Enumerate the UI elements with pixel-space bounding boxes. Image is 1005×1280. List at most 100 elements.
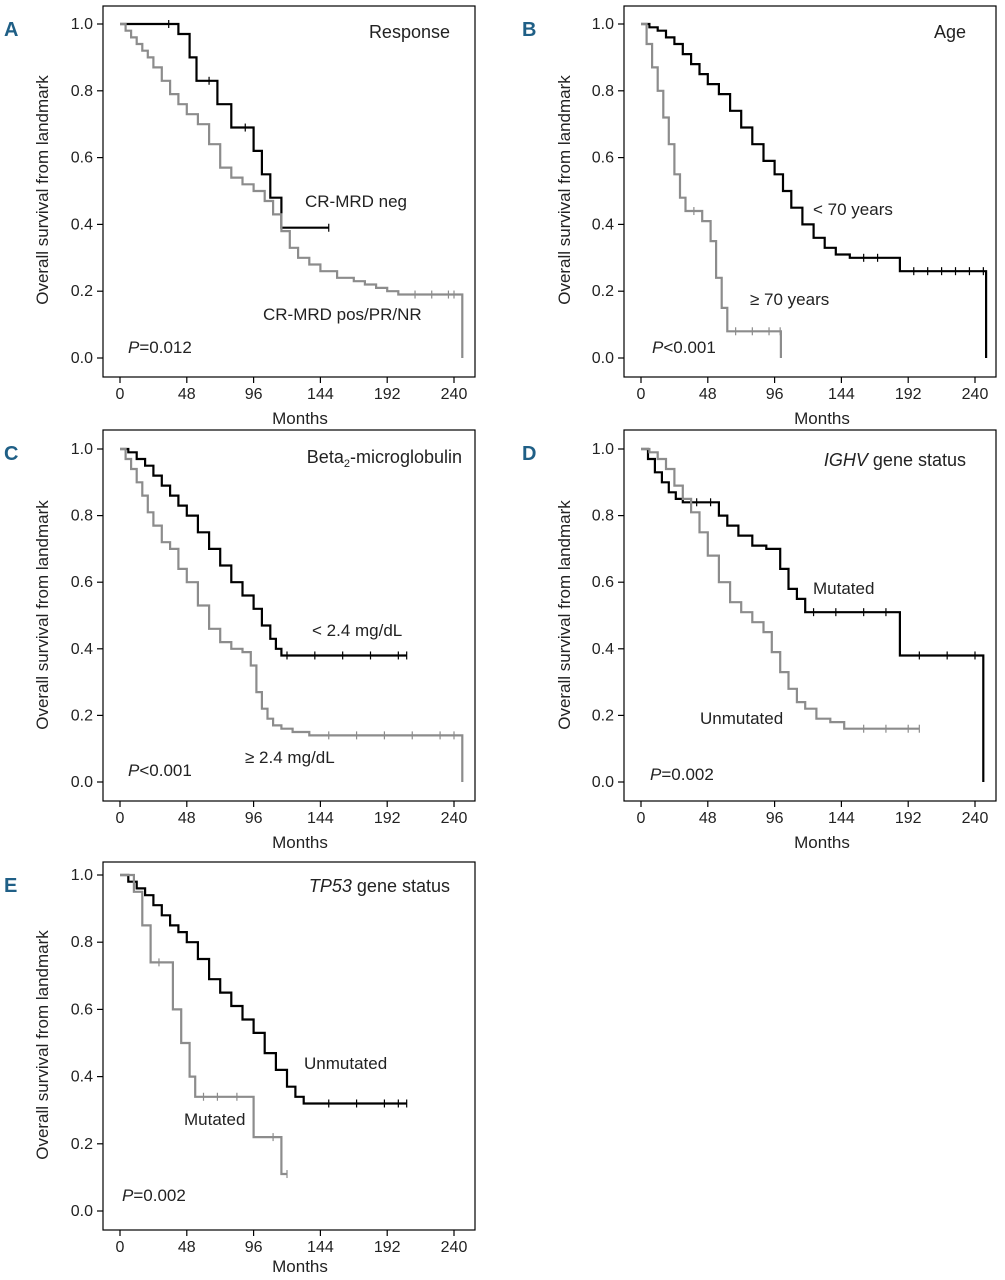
y-axis-title: Overall survival from landmark	[33, 930, 52, 1160]
y-tick-label: 0.4	[592, 216, 614, 233]
series-line-cr-mrd-neg	[120, 22, 329, 229]
y-tick-label: 0.0	[592, 350, 614, 367]
y-tick-label: 0.2	[71, 1136, 93, 1153]
panel-b: B Overall survival from landmark Months …	[522, 5, 997, 428]
y-tick-label: 1.0	[592, 16, 614, 33]
chart-title: IGHV gene status	[824, 450, 966, 470]
x-tick-label: 144	[307, 810, 334, 827]
x-axis-title: Months	[794, 409, 850, 428]
x-tick-label: 96	[245, 810, 263, 827]
series-label-unmutated: Unmutated	[304, 1054, 387, 1073]
y-tick-label: 0.0	[71, 350, 93, 367]
panel-c: C Overall survival from landmark Months …	[4, 429, 476, 852]
series-line-unmutated	[120, 873, 407, 1105]
panel-letter-a: A	[4, 19, 18, 41]
y-tick-label: 0.4	[71, 216, 93, 233]
plot-frame	[102, 429, 476, 802]
panel-letter-e: E	[4, 875, 17, 897]
y-tick-label: 1.0	[71, 867, 93, 884]
y-tick-label: 0.4	[592, 641, 614, 658]
panel-e: E Overall survival from landmark Months …	[4, 861, 476, 1276]
x-tick-label: 96	[245, 1239, 263, 1256]
y-tick-label: 1.0	[71, 441, 93, 458]
y-axis-title: Overall survival from landmark	[33, 500, 52, 730]
panel-letter-b: B	[522, 19, 536, 41]
x-tick-label: 96	[766, 810, 784, 827]
x-tick-label: 48	[178, 386, 196, 403]
series-label-unmutated: Unmutated	[700, 709, 783, 728]
x-tick-label: 48	[178, 810, 196, 827]
x-tick-label: 0	[116, 810, 125, 827]
x-axis-title: Months	[272, 833, 328, 852]
series-line-70-years	[641, 22, 782, 358]
p-value: P=0.002	[650, 765, 714, 784]
x-tick-label: 192	[895, 386, 922, 403]
y-tick-label: 0.4	[71, 1069, 93, 1086]
y-tick-label: 0.2	[71, 283, 93, 300]
x-tick-label: 0	[116, 1239, 125, 1256]
x-tick-label: 192	[895, 810, 922, 827]
y-axis-title: Overall survival from landmark	[33, 75, 52, 305]
series-line-unmutated	[641, 447, 920, 730]
x-tick-label: 240	[962, 386, 989, 403]
p-value: P=0.002	[122, 1186, 186, 1205]
y-tick-label: 0.2	[71, 707, 93, 724]
x-tick-label: 192	[374, 810, 401, 827]
y-tick-label: 0.6	[71, 574, 93, 591]
x-tick-label: 0	[637, 386, 646, 403]
x-axis-title: Months	[272, 409, 328, 428]
p-value: P<0.001	[652, 338, 716, 357]
x-tick-label: 144	[828, 810, 855, 827]
x-tick-label: 0	[116, 386, 125, 403]
panel-a: A Overall survival from landmark Months …	[4, 5, 476, 428]
y-tick-label: 0.8	[592, 508, 614, 525]
x-tick-label: 48	[699, 810, 717, 827]
series-line-2-4-mg-dl	[120, 447, 464, 782]
y-tick-label: 1.0	[71, 16, 93, 33]
y-axis-title: Overall survival from landmark	[555, 500, 574, 730]
p-value: P=0.012	[128, 338, 192, 357]
x-tick-label: 144	[307, 386, 334, 403]
x-tick-label: 144	[828, 386, 855, 403]
panel-letter-d: D	[522, 443, 536, 465]
x-tick-label: 0	[637, 810, 646, 827]
y-tick-label: 0.6	[71, 150, 93, 167]
y-tick-label: 0.8	[71, 83, 93, 100]
plot-frame	[102, 5, 476, 378]
chart-title: Response	[369, 22, 450, 42]
x-axis-title: Months	[794, 833, 850, 852]
x-tick-label: 192	[374, 386, 401, 403]
panel-d: D Overall survival from landmark Months …	[522, 429, 997, 852]
x-tick-label: 144	[307, 1239, 334, 1256]
series-label-cr-mrd-neg: CR-MRD neg	[305, 192, 407, 211]
series-label-low-b2m: < 2.4 mg/dL	[312, 621, 402, 640]
x-tick-label: 192	[374, 1239, 401, 1256]
y-tick-label: 0.0	[592, 774, 614, 791]
series-line-cr-mrd-pos-pr-nr	[120, 22, 464, 358]
series-label-mutated: Mutated	[184, 1110, 245, 1129]
y-tick-label: 0.8	[71, 508, 93, 525]
series-line-mutated	[120, 873, 287, 1176]
y-tick-label: 0.0	[71, 774, 93, 791]
x-axis-title: Months	[272, 1257, 328, 1276]
series-label-over-70: ≥ 70 years	[750, 290, 829, 309]
series-label-mutated: Mutated	[813, 579, 874, 598]
x-tick-label: 48	[699, 386, 717, 403]
chart-title: Age	[934, 22, 966, 42]
panel-letter-c: C	[4, 443, 18, 465]
series-label-cr-mrd-pos: CR-MRD pos/PR/NR	[263, 305, 422, 324]
y-axis-title: Overall survival from landmark	[555, 75, 574, 305]
y-tick-label: 1.0	[592, 441, 614, 458]
plot-frame	[102, 861, 476, 1231]
x-tick-label: 240	[441, 386, 468, 403]
y-tick-label: 0.8	[71, 934, 93, 951]
x-tick-label: 96	[766, 386, 784, 403]
x-tick-label: 240	[441, 810, 468, 827]
x-tick-label: 48	[178, 1239, 196, 1256]
y-tick-label: 0.2	[592, 707, 614, 724]
series-label-high-b2m: ≥ 2.4 mg/dL	[245, 748, 335, 767]
y-tick-label: 0.6	[71, 1001, 93, 1018]
y-tick-label: 0.8	[592, 83, 614, 100]
y-tick-label: 0.6	[592, 150, 614, 167]
